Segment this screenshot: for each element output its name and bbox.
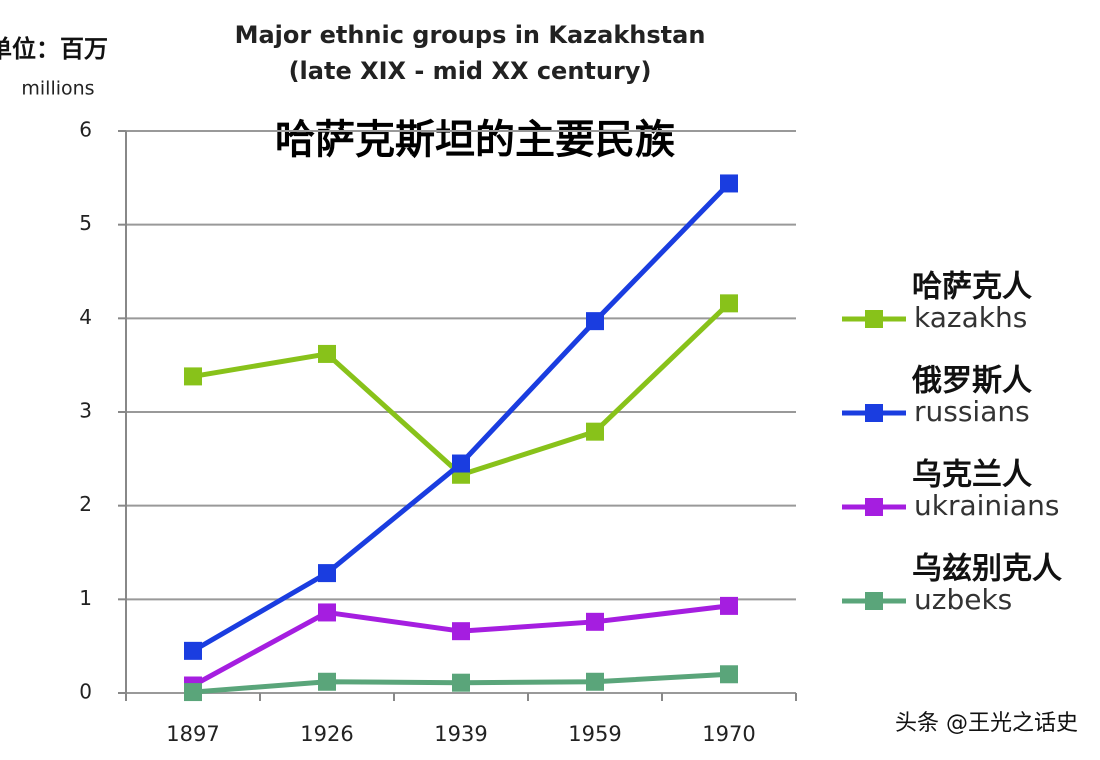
- marker: [452, 454, 470, 473]
- marker: [318, 672, 336, 691]
- chart-subtitle: (late XIX - mid XX century): [289, 57, 652, 85]
- legend-label: russians: [914, 395, 1030, 428]
- y-tick-label: 2: [79, 492, 92, 516]
- marker: [586, 672, 604, 691]
- marker: [318, 564, 336, 583]
- y-tick-label: 3: [79, 399, 92, 423]
- x-tick-label: 1897: [166, 722, 219, 746]
- chart-title: Major ethnic groups in Kazakhstan: [235, 21, 706, 49]
- legend-label: ukrainians: [914, 489, 1059, 522]
- legend-label-zh: 俄罗斯人: [911, 364, 1032, 399]
- x-tick-label: 1939: [434, 722, 487, 746]
- marker: [720, 174, 738, 193]
- legend-label: kazakhs: [914, 301, 1027, 334]
- legend-marker: [865, 310, 883, 328]
- x-tick-label: 1926: [300, 722, 353, 746]
- x-tick-label: 1970: [702, 722, 755, 746]
- series-line: [191, 181, 731, 654]
- marker: [184, 367, 202, 386]
- marker: [586, 612, 604, 631]
- y-tick-label: 6: [79, 118, 92, 142]
- legend-marker: [865, 404, 883, 422]
- marker: [586, 422, 604, 441]
- y-tick-label: 5: [79, 211, 92, 235]
- y-axis-label: millions: [21, 78, 94, 100]
- marker: [184, 683, 202, 702]
- x-tick-label: 1959: [568, 722, 621, 746]
- chart-title-zh: 哈萨克斯坦的主要民族: [275, 117, 675, 163]
- marker: [318, 603, 336, 622]
- y-tick-label: 1: [79, 586, 92, 610]
- marker: [720, 596, 738, 615]
- marker: [720, 294, 738, 313]
- legend-label-zh: 哈萨克人: [912, 270, 1032, 305]
- series-line: [192, 301, 731, 478]
- legend-marker: [865, 592, 883, 610]
- legend-label: uzbeks: [914, 583, 1012, 616]
- watermark: 头条 @王光之话史: [895, 711, 1078, 736]
- marker: [452, 673, 470, 692]
- series-line: [191, 603, 730, 688]
- marker: [720, 665, 738, 684]
- marker: [452, 622, 470, 641]
- y-tick-label: 0: [79, 680, 92, 704]
- legend-label-zh: 乌兹别克人: [912, 552, 1062, 587]
- marker: [318, 344, 336, 363]
- marker: [184, 641, 202, 660]
- legend-marker: [865, 498, 883, 516]
- unit-label: 单位：百万: [0, 35, 108, 63]
- y-tick-label: 4: [79, 305, 92, 329]
- marker: [586, 312, 604, 331]
- legend-label-zh: 乌克兰人: [912, 458, 1032, 493]
